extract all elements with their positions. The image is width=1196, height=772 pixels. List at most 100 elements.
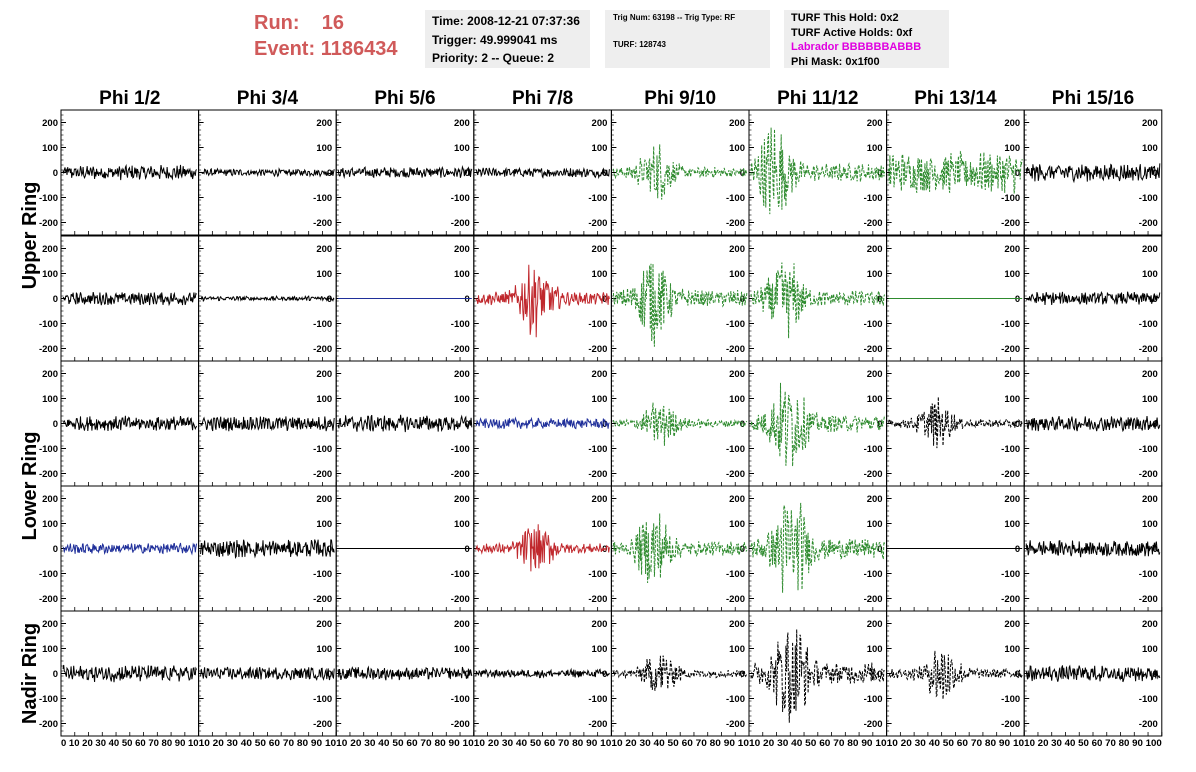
y-tick-label: -200	[1139, 594, 1158, 605]
x-tick-label: 10 20 30 40 50 60 70 80 90 10	[474, 738, 612, 749]
y-tick-label: 200	[42, 619, 58, 630]
column-title: Phi 5/6	[374, 88, 435, 109]
y-tick-label: -200	[451, 218, 470, 229]
y-tick-label: -200	[1139, 719, 1158, 730]
y-tick-label: 0	[877, 544, 882, 555]
y-tick-label: 0	[1015, 544, 1020, 555]
waveform-trace	[612, 402, 748, 446]
y-tick-label: 100	[1142, 519, 1158, 530]
y-tick-label: -100	[313, 319, 332, 330]
turf-hold-text: TURF This Hold: 0x2	[791, 12, 899, 24]
x-tick-label: 10 20 30 40 50 60 70 80 90 100	[1024, 738, 1162, 749]
y-tick-label: -100	[1001, 319, 1020, 330]
waveform-trace	[612, 655, 748, 691]
waveform-trace	[1026, 291, 1161, 306]
y-tick-label: 100	[592, 269, 608, 280]
y-tick-label: -200	[1139, 218, 1158, 229]
y-tick-label: -200	[726, 594, 745, 605]
y-tick-label: -100	[313, 569, 332, 580]
y-tick-label: 200	[1004, 244, 1020, 255]
y-tick-label: -200	[864, 594, 883, 605]
labrador-text: Labrador BBBBBBABBB	[791, 41, 922, 53]
y-tick-label: -100	[313, 193, 332, 204]
y-tick-label: 100	[867, 519, 883, 530]
y-tick-label: -200	[588, 218, 607, 229]
y-tick-label: 100	[42, 519, 58, 530]
waveform-trace	[337, 414, 473, 433]
y-tick-label: 0	[1015, 294, 1020, 305]
y-tick-label: -200	[1001, 218, 1020, 229]
y-tick-label: -100	[1001, 569, 1020, 580]
run-row: Run: 16	[254, 10, 397, 36]
y-tick-label: 200	[867, 494, 883, 505]
event-label: Event:	[254, 38, 316, 60]
run-event-label: Run: 16 Event: 1186434	[254, 10, 397, 62]
y-tick-label: -200	[313, 719, 332, 730]
y-tick-label: -100	[726, 444, 745, 455]
y-tick-label: 200	[1142, 619, 1158, 630]
waveform-trace	[1025, 416, 1161, 433]
run-value: 16	[321, 12, 345, 34]
y-tick-label: 0	[327, 669, 332, 680]
y-tick-label: 100	[1142, 644, 1158, 655]
x-tick-label: 10 20 30 40 50 60 70 80 90 10	[199, 738, 337, 749]
waveform-trace	[200, 666, 335, 681]
y-tick-label: 200	[454, 369, 470, 380]
y-tick-label: 100	[42, 143, 58, 154]
y-tick-label: -100	[1001, 694, 1020, 705]
y-tick-label: -100	[864, 694, 883, 705]
column-title: Phi 3/4	[237, 88, 299, 109]
y-tick-label: 0	[740, 419, 745, 430]
waveform-trace	[888, 650, 1023, 700]
waveform-trace	[200, 416, 335, 432]
y-tick-label: -200	[1139, 344, 1158, 355]
ring-label: Upper Ring	[19, 182, 41, 290]
y-tick-label: 0	[1015, 168, 1020, 179]
y-tick-label: 0	[53, 168, 58, 179]
waveform-trace	[888, 150, 1023, 194]
y-tick-label: 200	[42, 118, 58, 129]
y-tick-label: 0	[465, 168, 470, 179]
waveform-trace	[200, 167, 335, 178]
y-tick-label: -200	[1001, 719, 1020, 730]
y-tick-label: 0	[465, 294, 470, 305]
y-tick-label: 200	[592, 118, 608, 129]
y-tick-label: 100	[42, 269, 58, 280]
event-row: Event: 1186434	[254, 36, 397, 62]
y-tick-label: -200	[588, 344, 607, 355]
y-tick-label: -100	[39, 444, 58, 455]
y-tick-label: -200	[39, 594, 58, 605]
y-tick-label: -100	[726, 694, 745, 705]
column-title: Phi 11/12	[777, 88, 858, 109]
y-tick-label: -100	[1139, 569, 1158, 580]
y-tick-label: 200	[454, 619, 470, 630]
y-tick-label: 100	[592, 394, 608, 405]
y-tick-label: -100	[1139, 319, 1158, 330]
y-tick-label: 100	[729, 143, 745, 154]
waveform-trace	[1025, 664, 1161, 683]
waveform-trace	[750, 502, 886, 593]
column-title: Phi 13/14	[914, 88, 997, 109]
y-tick-label: 200	[1004, 619, 1020, 630]
time-text: Time: 2008-12-21 07:37:36	[432, 14, 580, 28]
y-tick-label: -100	[864, 444, 883, 455]
waveform-trace	[612, 513, 748, 584]
x-tick-label: 10 20 30 40 50 60 70 80 90 10	[611, 738, 749, 749]
y-tick-label: 100	[592, 644, 608, 655]
y-tick-label: -200	[726, 469, 745, 480]
y-tick-label: 200	[1004, 369, 1020, 380]
waveform-trace	[612, 263, 748, 347]
waveform-trace	[888, 396, 1023, 449]
y-tick-label: -200	[1001, 469, 1020, 480]
waveform-trace	[475, 166, 610, 180]
y-tick-label: 0	[53, 419, 58, 430]
waveform-trace	[750, 629, 886, 723]
y-tick-label: 0	[327, 419, 332, 430]
y-tick-label: 100	[454, 143, 470, 154]
y-tick-label: -100	[588, 444, 607, 455]
y-tick-label: -100	[451, 319, 470, 330]
y-tick-label: 100	[1142, 143, 1158, 154]
column-title: Phi 1/2	[99, 88, 160, 109]
priority-text: Priority: 2 -- Queue: 2	[432, 51, 555, 65]
